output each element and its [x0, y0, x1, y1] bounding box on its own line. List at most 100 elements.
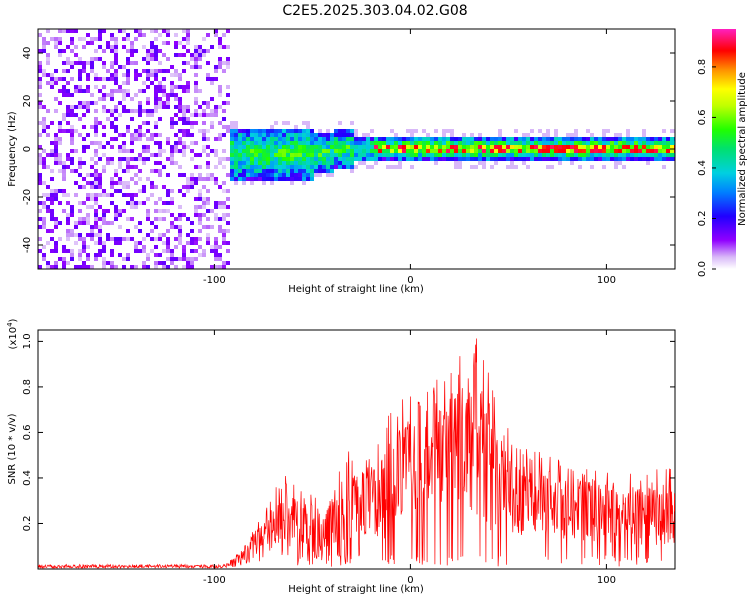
- spectrogram-cell: [326, 169, 330, 173]
- spectrogram-cell: [294, 133, 298, 137]
- spectrogram-cell: [470, 133, 474, 137]
- spectrogram-cell: [642, 137, 646, 141]
- spectrogram-cell: [58, 221, 62, 225]
- spectrogram-cell: [70, 77, 74, 81]
- spectrogram-cell: [38, 225, 42, 229]
- spectrogram-cell: [350, 149, 354, 153]
- spectrogram-cell: [582, 137, 586, 141]
- spectrogram-cell: [358, 149, 362, 153]
- spectrogram-cell: [70, 249, 74, 253]
- spectrogram-cell: [286, 153, 290, 157]
- spectrogram-cell: [378, 157, 382, 161]
- spectrogram-cell: [238, 141, 242, 145]
- spectrogram-cell: [394, 141, 398, 145]
- spectrogram-cell: [178, 229, 182, 233]
- spectrogram-cell: [290, 141, 294, 145]
- spectrogram-cell: [102, 145, 106, 149]
- spectrogram-cell: [82, 65, 86, 69]
- spectrogram-cell: [222, 165, 226, 169]
- spectrogram-cell: [66, 261, 70, 265]
- spectrogram-cell: [118, 213, 122, 217]
- spectrogram-cell: [158, 61, 162, 65]
- spectrogram-cell: [162, 209, 166, 213]
- spectrogram-cell: [506, 153, 510, 157]
- spectrogram-cell: [38, 81, 42, 85]
- spectrogram-cell: [226, 261, 230, 265]
- spectrogram-cell: [138, 153, 142, 157]
- spectrogram-cell: [94, 125, 98, 129]
- spectrogram-cell: [162, 241, 166, 245]
- spectrogram-cell: [130, 41, 134, 45]
- spectrogram-cell: [62, 89, 66, 93]
- spectrogram-cell: [178, 173, 182, 177]
- spectrogram-cell: [202, 205, 206, 209]
- spectrogram-cell: [358, 157, 362, 161]
- spectrogram-cell: [90, 181, 94, 185]
- spectrogram-cell: [170, 93, 174, 97]
- spectrogram-cell: [134, 201, 138, 205]
- spectrogram-cell: [278, 165, 282, 169]
- spectrogram-cell: [306, 125, 310, 129]
- spectrogram-cell: [582, 149, 586, 153]
- spectrogram-cell: [202, 213, 206, 217]
- spectrogram-cell: [642, 141, 646, 145]
- spectrogram-cell: [186, 49, 190, 53]
- spectrogram-cell: [182, 69, 186, 73]
- spectrogram-cell: [286, 165, 290, 169]
- spectrogram-cell: [38, 69, 42, 73]
- spectrogram-cell: [90, 173, 94, 177]
- spectrogram-cell: [190, 229, 194, 233]
- spectrogram-cell: [382, 149, 386, 153]
- spectrogram-cell: [86, 173, 90, 177]
- spectrogram-cell: [450, 149, 454, 153]
- spectrogram-cell: [402, 137, 406, 141]
- spectrogram-cell: [90, 237, 94, 241]
- spectrogram-cell: [466, 157, 470, 161]
- spectrogram-cell: [178, 217, 182, 221]
- spectrogram-cell: [662, 149, 666, 153]
- spectrogram-cell: [102, 109, 106, 113]
- spectrogram-cell: [86, 41, 90, 45]
- spectrogram-cell: [114, 117, 118, 121]
- spectrogram-cell: [130, 201, 134, 205]
- spectrogram-cell: [90, 69, 94, 73]
- spectrogram-cell: [78, 209, 82, 213]
- spectrogram-cell: [546, 165, 550, 169]
- spectrogram-cell: [622, 165, 626, 169]
- spectrogram-cell: [162, 29, 166, 33]
- snr-xlabel: Height of straight line (km): [288, 584, 424, 595]
- spectrogram-cell: [122, 97, 126, 101]
- spectrogram-cell: [210, 225, 214, 229]
- spectrogram-cell: [578, 137, 582, 141]
- spectrogram-cell: [154, 77, 158, 81]
- spectrogram-cell: [442, 133, 446, 137]
- spectrogram-cell: [478, 141, 482, 145]
- spectrogram-cell: [486, 141, 490, 145]
- spectrogram-cell: [98, 145, 102, 149]
- spectrogram-cell: [506, 165, 510, 169]
- spectrogram-cell: [102, 257, 106, 261]
- spectrogram-cell: [90, 205, 94, 209]
- spectrogram-cell: [630, 157, 634, 161]
- spectrogram-cell: [202, 121, 206, 125]
- spectrogram-cell: [154, 153, 158, 157]
- spectrogram-cell: [542, 137, 546, 141]
- spectrogram-cell: [562, 157, 566, 161]
- spectrogram-cell: [126, 185, 130, 189]
- spectrogram-cell: [222, 205, 226, 209]
- spectrogram-cell: [98, 157, 102, 161]
- spectrogram-cell: [614, 141, 618, 145]
- spectrogram-cell: [306, 173, 310, 177]
- spectrogram-cell: [330, 141, 334, 145]
- spectrogram-cell: [142, 201, 146, 205]
- spectrogram-cell: [366, 141, 370, 145]
- spectrogram-cell: [158, 97, 162, 101]
- spectrogram-cell: [278, 173, 282, 177]
- spectrogram-cell: [134, 37, 138, 41]
- spectrogram-cell: [254, 149, 258, 153]
- spectrogram-cell: [530, 149, 534, 153]
- spectrogram-cell: [614, 153, 618, 157]
- spectrogram-cell: [154, 121, 158, 125]
- spectrogram-cell: [422, 153, 426, 157]
